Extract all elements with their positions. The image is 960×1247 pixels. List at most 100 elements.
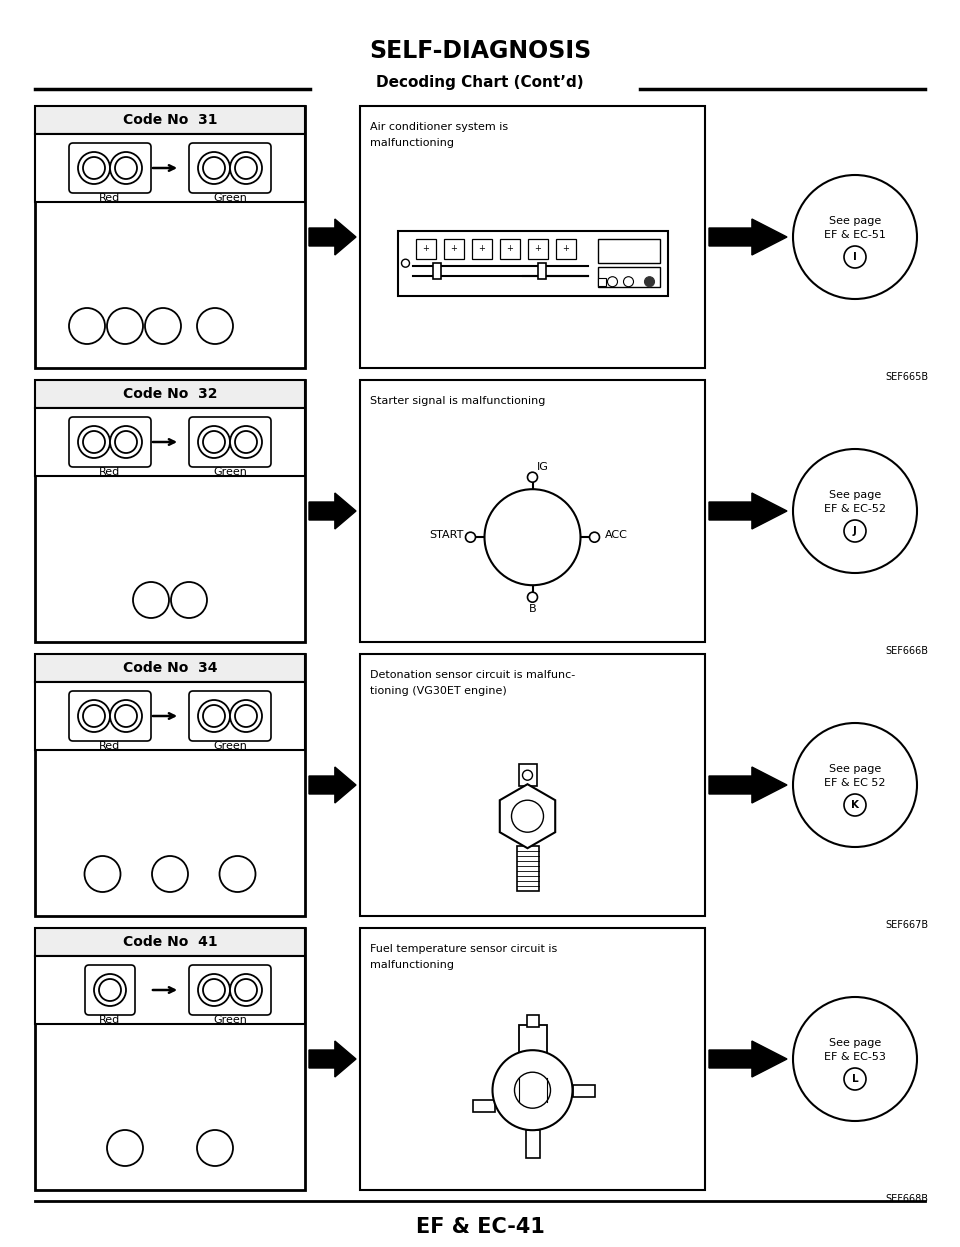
Circle shape (220, 855, 255, 892)
Circle shape (145, 308, 181, 344)
Circle shape (527, 473, 538, 483)
Circle shape (230, 152, 262, 185)
Text: B: B (529, 605, 537, 615)
Text: SEF666B: SEF666B (885, 646, 928, 656)
Polygon shape (309, 493, 356, 529)
Circle shape (623, 277, 634, 287)
Bar (35, 956, 305, 1024)
Circle shape (198, 700, 230, 732)
Polygon shape (500, 784, 555, 848)
Text: I: I (853, 252, 857, 262)
Text: ACC: ACC (605, 530, 628, 540)
Text: See page: See page (828, 490, 881, 500)
Circle shape (793, 449, 917, 574)
Text: EF & EC-52: EF & EC-52 (824, 504, 886, 514)
Circle shape (844, 520, 866, 542)
Text: Green: Green (213, 466, 247, 478)
Polygon shape (309, 219, 356, 254)
Text: Starter signal is malfunctioning: Starter signal is malfunctioning (370, 397, 545, 407)
Circle shape (793, 175, 917, 299)
Text: Code No  34: Code No 34 (123, 661, 217, 675)
Bar (516, 847, 539, 892)
Bar (444, 238, 464, 258)
Circle shape (78, 426, 110, 458)
Circle shape (83, 431, 105, 453)
Text: EF & EC 52: EF & EC 52 (825, 778, 886, 788)
Text: +: + (422, 244, 429, 253)
Text: L: L (852, 1074, 858, 1084)
Circle shape (608, 277, 617, 287)
Circle shape (94, 974, 126, 1006)
Circle shape (115, 157, 137, 180)
Text: See page: See page (828, 1038, 881, 1047)
Text: +: + (506, 244, 513, 253)
Text: EF & EC-41: EF & EC-41 (416, 1217, 544, 1237)
Circle shape (793, 723, 917, 847)
Bar (35, 653, 305, 917)
Text: K: K (851, 801, 859, 811)
Bar (360, 106, 705, 368)
Bar (538, 263, 545, 278)
Circle shape (83, 705, 105, 727)
Circle shape (844, 246, 866, 268)
Bar (35, 106, 305, 133)
Polygon shape (709, 219, 787, 254)
Text: See page: See page (828, 216, 881, 226)
Circle shape (197, 1130, 233, 1166)
Text: +: + (562, 244, 569, 253)
Text: +: + (534, 244, 540, 253)
Circle shape (512, 801, 543, 832)
Polygon shape (309, 767, 356, 803)
Circle shape (83, 157, 105, 180)
Bar (499, 238, 519, 258)
Text: +: + (450, 244, 457, 253)
Circle shape (203, 431, 225, 453)
Text: Green: Green (213, 741, 247, 751)
Circle shape (99, 979, 121, 1001)
Text: malfunctioning: malfunctioning (370, 960, 454, 970)
Bar (518, 1025, 546, 1054)
Text: Decoding Chart (Cont’d): Decoding Chart (Cont’d) (376, 76, 584, 91)
Bar (35, 928, 305, 956)
Bar (360, 380, 705, 642)
Circle shape (492, 1050, 572, 1130)
Circle shape (844, 1067, 866, 1090)
Bar (597, 238, 660, 263)
FancyBboxPatch shape (189, 416, 271, 466)
Circle shape (401, 259, 410, 267)
Circle shape (69, 308, 105, 344)
Circle shape (203, 979, 225, 1001)
Text: Code No  32: Code No 32 (123, 387, 217, 402)
Circle shape (230, 700, 262, 732)
Circle shape (203, 157, 225, 180)
Circle shape (230, 426, 262, 458)
Circle shape (107, 308, 143, 344)
Bar (527, 238, 547, 258)
Text: J: J (853, 526, 857, 536)
Text: EF & EC-51: EF & EC-51 (824, 229, 886, 239)
Circle shape (115, 705, 137, 727)
Text: Green: Green (213, 1015, 247, 1025)
Circle shape (235, 979, 257, 1001)
Circle shape (793, 998, 917, 1121)
Text: IG: IG (537, 463, 548, 473)
Circle shape (198, 426, 230, 458)
Circle shape (522, 771, 533, 781)
Circle shape (198, 152, 230, 185)
Circle shape (110, 426, 142, 458)
Bar (397, 231, 667, 296)
Text: See page: See page (828, 764, 881, 774)
Text: Code No  41: Code No 41 (123, 935, 217, 949)
FancyBboxPatch shape (189, 965, 271, 1015)
Text: SEF667B: SEF667B (885, 920, 928, 930)
Text: Fuel temperature sensor circuit is: Fuel temperature sensor circuit is (370, 944, 557, 954)
Text: tioning (VG30ET engine): tioning (VG30ET engine) (370, 686, 507, 696)
Text: SELF-DIAGNOSIS: SELF-DIAGNOSIS (369, 39, 591, 62)
Text: Red: Red (100, 741, 121, 751)
Circle shape (78, 700, 110, 732)
Text: Red: Red (100, 1015, 121, 1025)
Bar (416, 238, 436, 258)
Bar (35, 133, 305, 202)
Polygon shape (709, 493, 787, 529)
Circle shape (115, 431, 137, 453)
